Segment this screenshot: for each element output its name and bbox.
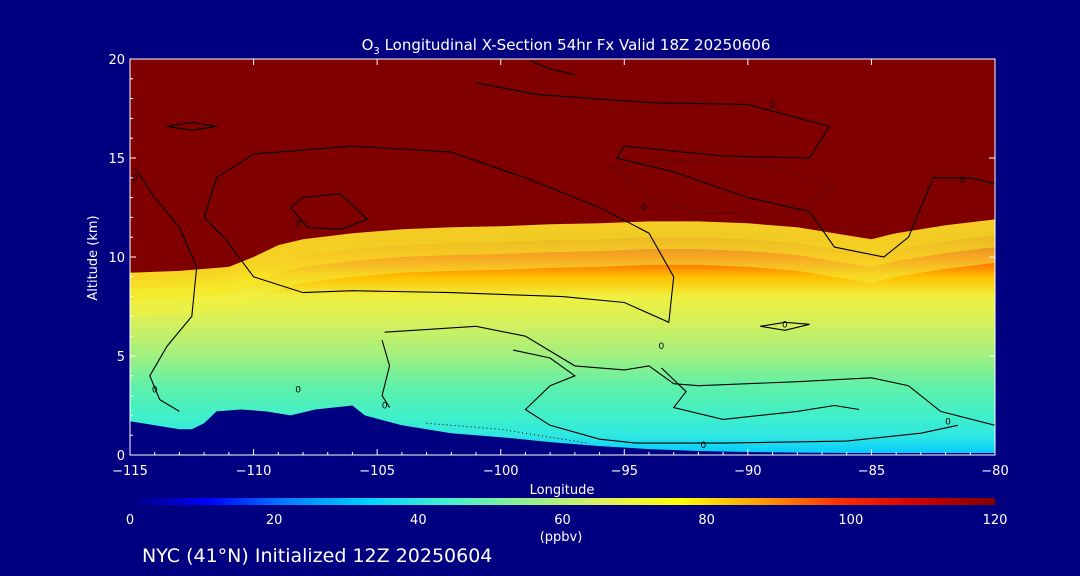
contour-label: 0	[295, 386, 301, 396]
contour-label: 0	[782, 320, 788, 330]
contour-line	[384, 325, 995, 426]
contour-label: 0	[132, 174, 138, 184]
y-tick-label: 10	[108, 251, 125, 266]
x-tick-label: −110	[236, 464, 272, 479]
chart-title: O3 Longitudinal X-Section 54hr Fx Valid …	[362, 36, 771, 57]
terrain	[130, 405, 995, 455]
y-tick-label: 5	[117, 350, 125, 365]
y-axis-label: Altitude (km)	[86, 215, 101, 300]
contour-label: 0	[295, 219, 301, 229]
x-axis-label: Longitude	[530, 483, 595, 498]
colorbar-tick-label: 120	[983, 513, 1008, 528]
x-tick-label: −100	[483, 464, 519, 479]
colorbar-unit: (ppbv)	[540, 530, 583, 545]
contour-line	[512, 349, 959, 444]
contour-line	[381, 340, 391, 408]
contour-lines: 0 0 0 0 0 0 0 0 0 0 0 0	[132, 60, 995, 451]
footer-location: NYC (41°N) Initialized 12Z 20250604	[142, 545, 492, 567]
x-tick-label: −105	[359, 464, 395, 479]
y-tick-label: 15	[108, 152, 125, 167]
contour-line-dotted	[426, 422, 588, 444]
contour-label: 0	[701, 441, 707, 451]
x-tick-label: −95	[611, 464, 638, 479]
contour-line	[530, 60, 576, 76]
colorbar-tick-label: 40	[410, 513, 427, 528]
x-tick-label: −85	[858, 464, 885, 479]
contour-line	[134, 167, 198, 412]
colorbar-tick-label: 20	[266, 513, 283, 528]
x-tick-label: −90	[734, 464, 761, 479]
x-axis: −115 −110 −105 −100 −95 −90 −85 −80	[112, 59, 1009, 479]
x-tick-label: −80	[981, 464, 1008, 479]
y-tick-label: 20	[108, 53, 125, 68]
contour-label: 0	[659, 342, 665, 352]
colorbar-tick-label: 100	[838, 513, 863, 528]
contour-line	[760, 321, 810, 331]
colorbar-tick-label: 60	[554, 513, 571, 528]
colorbar-tick-label: 0	[126, 513, 134, 528]
plot-area: 0 0 0 0 0 0 0 0 0 0 0 0	[130, 59, 995, 455]
contour-label: 0	[641, 204, 647, 214]
contour-line	[475, 82, 995, 258]
colorbar-ticks: 0 20 40 60 80 100 120	[126, 513, 1008, 528]
contour-line	[167, 121, 217, 131]
y-tick-label: 0	[117, 449, 125, 464]
y-axis: 0 5 10 15 20	[108, 53, 995, 464]
x-tick-label: −115	[112, 464, 148, 479]
contour-line-dotted	[611, 159, 836, 214]
contour-label: 0	[770, 101, 776, 111]
contour-label: 0	[945, 417, 951, 427]
contour-line	[290, 193, 369, 230]
contour-label: 0	[152, 386, 158, 396]
contour-label: 0	[382, 402, 388, 412]
contour-label: 0	[960, 176, 966, 186]
colorbar	[130, 498, 995, 505]
contour-line	[203, 145, 675, 324]
contour-line	[661, 367, 860, 420]
colorbar-tick-label: 80	[698, 513, 715, 528]
